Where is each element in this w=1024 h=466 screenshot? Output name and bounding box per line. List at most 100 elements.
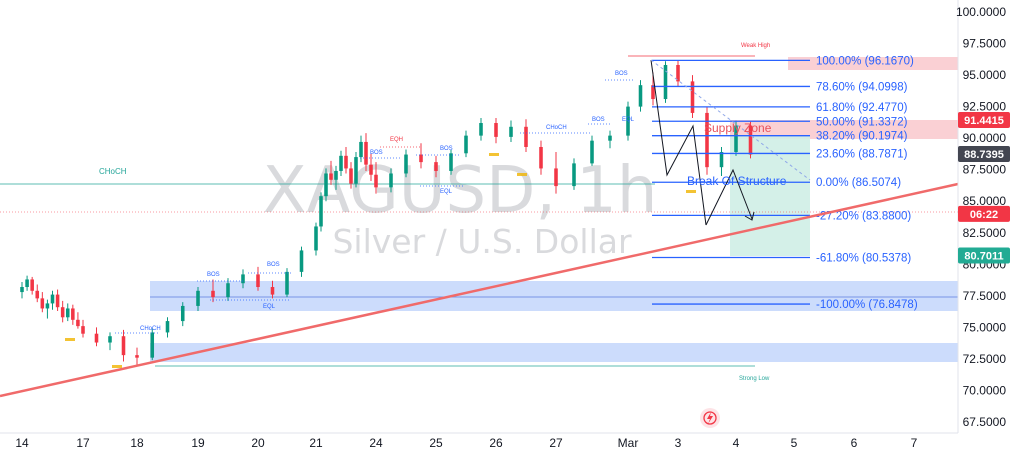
candle-body xyxy=(25,279,29,288)
candle-body xyxy=(748,125,753,155)
price-tag-text: 80.7011 xyxy=(964,250,1003,262)
candle-body xyxy=(539,146,543,169)
candle-body xyxy=(663,64,668,100)
candle-body xyxy=(419,154,423,163)
candle-body xyxy=(359,141,363,158)
candle-body xyxy=(45,303,50,309)
time-tick-label: 3 xyxy=(675,436,682,450)
candle-body xyxy=(135,355,139,358)
price-tick-label: 87.5000 xyxy=(963,163,1007,177)
price-tag-text: 88.7395 xyxy=(964,149,1004,161)
price-tag xyxy=(958,205,1010,222)
fib-level-label: -100.00% (76.8478) xyxy=(816,299,918,311)
candle-body xyxy=(150,332,155,358)
fib-level-label: -61.80% (80.5378) xyxy=(816,253,911,265)
candle-body xyxy=(211,290,215,298)
price-tags: 91.4415 88.7395 06:22 80.7011 xyxy=(958,111,1010,264)
time-axis[interactable]: 14 17 18 19 20 21 24 25 26 27 Mar 3 4 5 6 7 xyxy=(15,436,917,450)
time-tick-label: 17 xyxy=(76,436,90,450)
candle-body xyxy=(572,163,576,187)
watermark-description: Silver / U.S. Dollar xyxy=(332,222,632,261)
price-tick-label: 95.0000 xyxy=(963,68,1007,82)
demand-zone-upper xyxy=(150,281,958,311)
time-tick-label: 26 xyxy=(489,436,503,450)
fib-level-label: 78.60% (94.0998) xyxy=(816,81,908,93)
candle-body xyxy=(676,64,680,82)
price-tag-text: 91.4415 xyxy=(964,115,1004,127)
time-tick-label: 25 xyxy=(429,436,443,450)
price-tick-label: 77.5000 xyxy=(963,289,1007,303)
time-tick-label: 6 xyxy=(851,436,858,450)
candle-body xyxy=(50,294,55,304)
candle-body xyxy=(30,279,34,291)
candle-body xyxy=(334,170,338,180)
price-tick-label: 100.0000 xyxy=(956,5,1006,19)
candle-body xyxy=(241,274,245,284)
bos-label-3: BOS xyxy=(370,150,383,156)
candle-body xyxy=(71,308,75,320)
weak-high-label: Weak High xyxy=(741,43,770,49)
price-tag xyxy=(958,111,1010,128)
fib-level-label: 50.00% (91.3372) xyxy=(816,116,908,128)
time-tick-label: 14 xyxy=(15,436,29,450)
candle-body xyxy=(364,141,368,165)
time-tick-label: 20 xyxy=(251,436,265,450)
trend-line[interactable] xyxy=(0,182,959,398)
fib-level-label: 23.60% (88.7871) xyxy=(816,148,908,160)
candle-body xyxy=(524,126,528,147)
candle-body xyxy=(369,164,373,175)
bos-label-4: BOS xyxy=(440,146,453,152)
candle-body xyxy=(554,168,558,187)
candle-body xyxy=(299,250,304,272)
candle-body xyxy=(121,336,126,356)
structure-lines xyxy=(115,79,634,334)
candle-body xyxy=(389,173,393,188)
bos-label-2: BOS xyxy=(267,262,280,268)
candle-body xyxy=(354,157,358,184)
candle-body xyxy=(81,326,85,334)
break-of-structure-label: Break Of Structure xyxy=(687,174,787,188)
eql-label-3: EQL xyxy=(622,117,635,123)
candle-body xyxy=(94,333,99,343)
bos-label-5: BOS xyxy=(592,117,605,123)
candle-body xyxy=(180,305,185,322)
candle-body xyxy=(719,152,724,168)
price-tick-label: 72.5000 xyxy=(963,352,1007,366)
price-tag-text: 06:22 xyxy=(970,209,998,221)
projection-arrowhead xyxy=(744,211,755,221)
choch-label-small-1: CHoCH xyxy=(140,326,161,332)
price-axis[interactable]: 100.0000 97.5000 95.0000 92.5000 90.0000 87.5… xyxy=(956,5,1006,429)
candle-body xyxy=(165,321,170,333)
candle-body xyxy=(651,85,655,100)
watermark-symbol: XAGUSD, 1h xyxy=(263,154,658,228)
candle-body xyxy=(226,283,230,298)
fib-retracement[interactable]: 100.00% (96.1670) 78.60% (94.0998) 61.80% … xyxy=(652,55,918,311)
candle-body xyxy=(374,174,378,188)
candle-body xyxy=(590,140,594,164)
candle-body xyxy=(60,307,65,318)
candle-body xyxy=(270,287,275,295)
candle-body xyxy=(705,112,709,168)
candle-body xyxy=(329,173,333,180)
lightning-icon[interactable] xyxy=(700,408,720,428)
candle-body xyxy=(319,196,323,227)
strong-low-label: Strong Low xyxy=(739,376,770,382)
candles-group xyxy=(20,59,753,366)
candle-body xyxy=(434,162,438,171)
candle-body xyxy=(314,226,318,251)
candle-body xyxy=(196,290,200,306)
candle-body xyxy=(494,123,498,137)
time-tick-label: 7 xyxy=(911,436,918,450)
bos-label-1: BOS xyxy=(207,272,220,278)
candle-body xyxy=(55,294,60,308)
candle-body xyxy=(256,274,260,288)
candle-body xyxy=(65,308,70,318)
fib-level-label: 0.00% (86.5074) xyxy=(816,177,901,189)
candle-body xyxy=(339,155,343,171)
candle-body xyxy=(464,135,468,154)
candle-body xyxy=(734,125,738,153)
price-tick-label: 82.5000 xyxy=(963,226,1007,240)
price-tag xyxy=(958,146,1010,163)
candle-body xyxy=(344,155,348,169)
